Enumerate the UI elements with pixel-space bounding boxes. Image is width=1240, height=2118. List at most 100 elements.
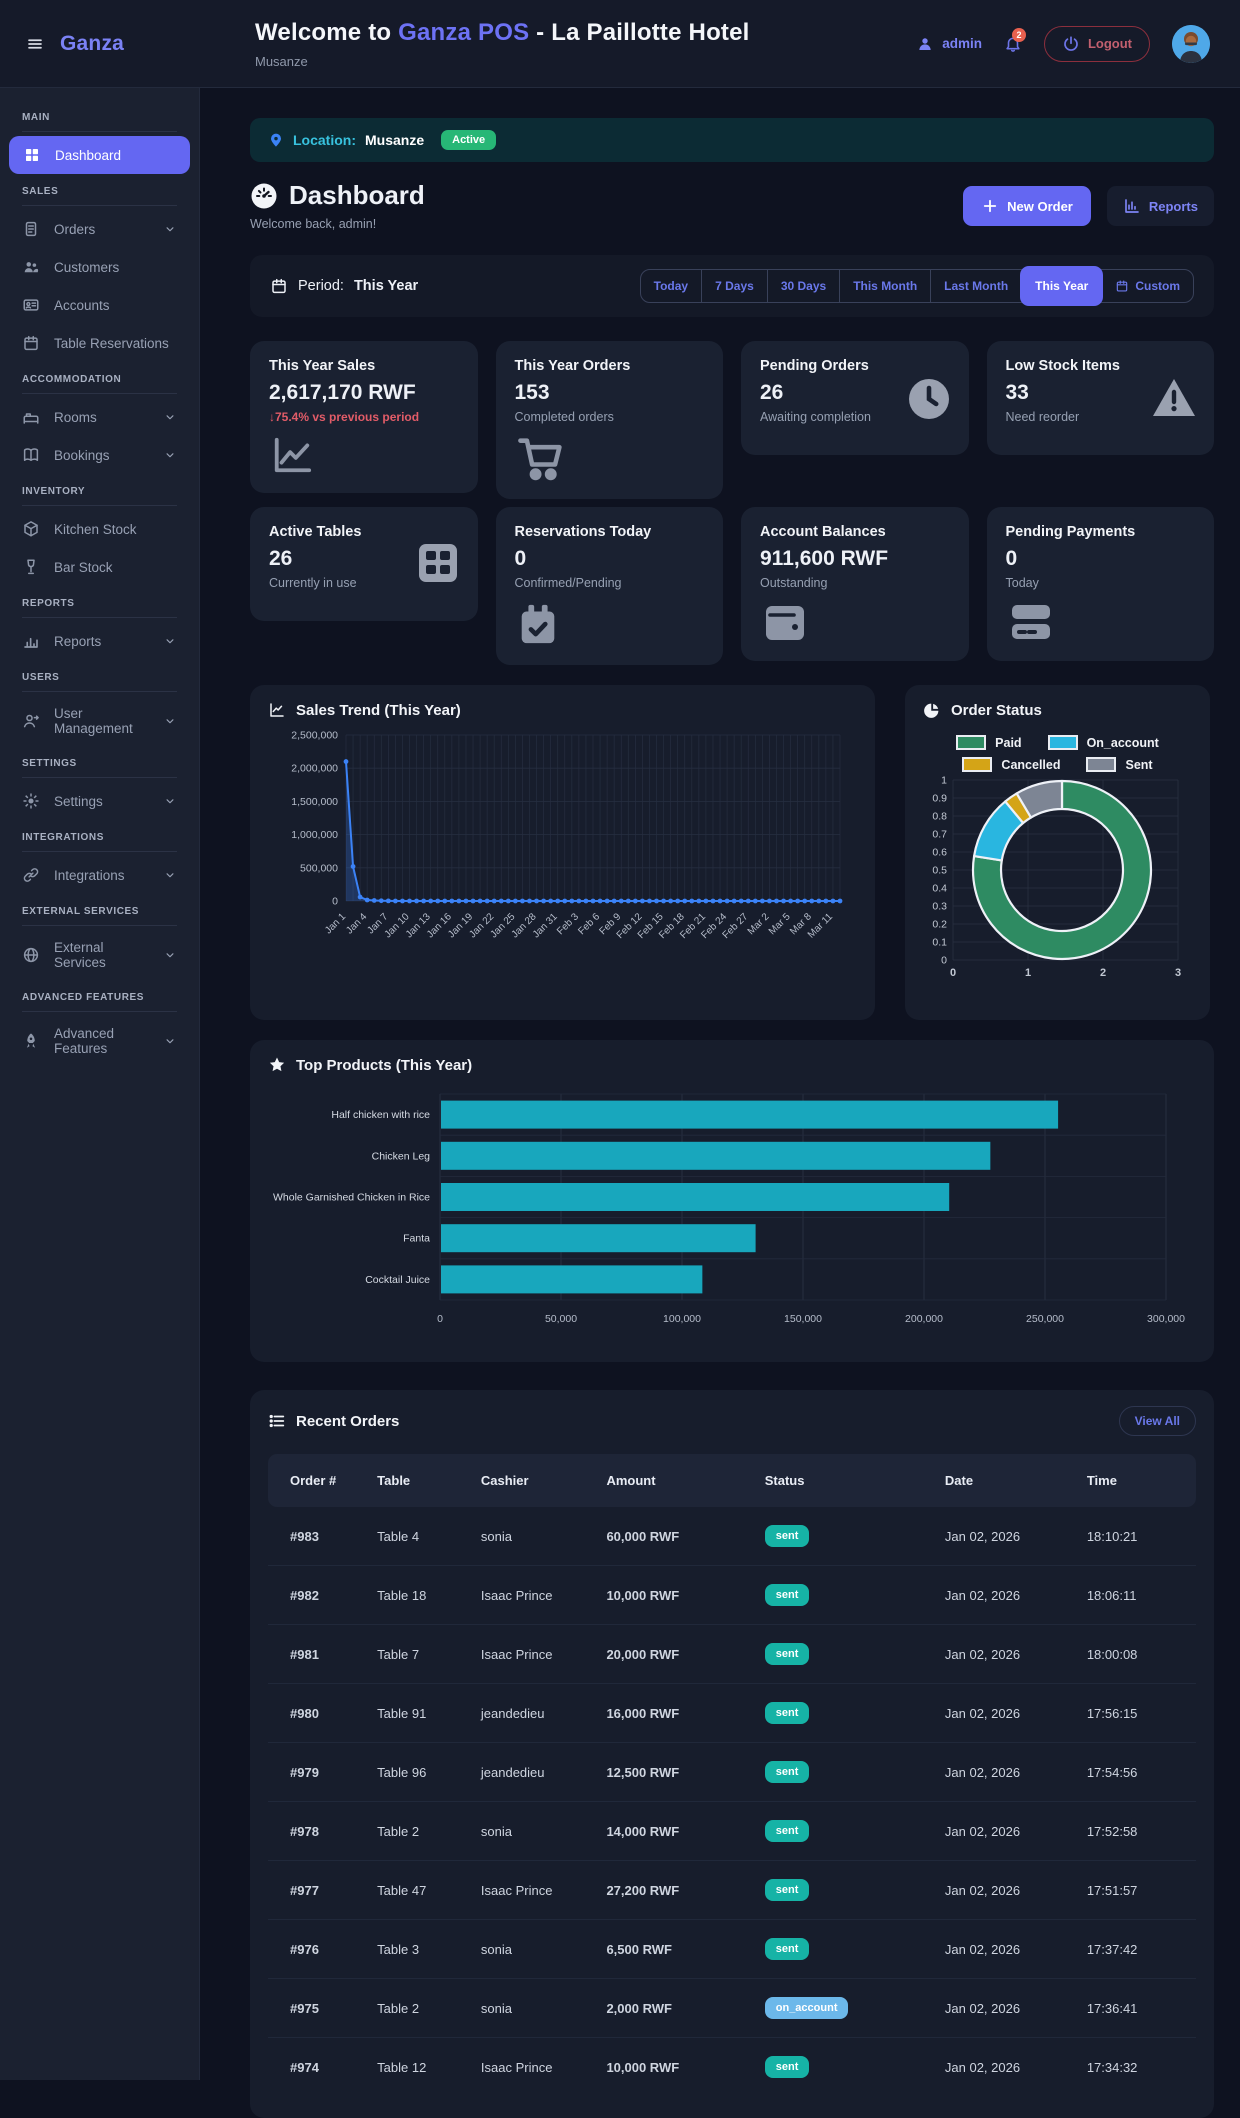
amount-cell: 10,000 RWF	[606, 2059, 680, 2075]
top-products-card: Top Products (This Year) 0 50,000 100,000 1…	[250, 1040, 1214, 1362]
status-badge-on_account: on_account	[764, 1997, 849, 2019]
sidebar-item-advanced-features[interactable]: Advanced Features	[0, 1016, 199, 1066]
table-row: #981 Table 7 Isaac Prince 20,000 RWF sent Jan…	[268, 1625, 1196, 1684]
period-option-custom[interactable]: Custom	[1102, 270, 1193, 302]
period-option-30-days[interactable]: 30 Days	[766, 270, 839, 302]
link-icon	[22, 866, 40, 884]
svg-text:200,000: 200,000	[905, 1313, 943, 1325]
amount-cell: 2,000 RWF	[606, 2000, 672, 2016]
power-icon	[1062, 35, 1080, 53]
location-banner: Location: Musanze Active	[250, 118, 1214, 162]
orders-icon	[22, 220, 40, 238]
new-order-button[interactable]: New Order	[963, 186, 1091, 226]
sidebar-item-user-management[interactable]: User Management	[0, 696, 199, 746]
location-value: Musanze	[365, 132, 425, 148]
svg-text:2,000,000: 2,000,000	[291, 763, 338, 775]
period-option-this-year[interactable]: This Year	[1020, 266, 1104, 306]
table-row: #983 Table 4 sonia 60,000 RWF sent Jan 02, 20…	[268, 1507, 1196, 1566]
table-cell: Table 12	[377, 2059, 427, 2075]
logout-button[interactable]: Logout	[1043, 25, 1150, 62]
notifications-button[interactable]: 2	[1004, 27, 1026, 53]
sidebar-item-integrations[interactable]: Integrations	[0, 856, 199, 894]
sidebar-item-bookings[interactable]: Bookings	[0, 436, 199, 474]
notification-badge: 2	[1011, 27, 1026, 42]
view-all-button[interactable]: View All	[1118, 1406, 1196, 1436]
amount-cell: 20,000 RWF	[606, 1646, 680, 1662]
svg-text:1: 1	[1025, 967, 1031, 979]
sidebar-item-label: Table Reservations	[54, 335, 169, 351]
status-cell: on_account	[764, 1979, 945, 2037]
svg-text:0: 0	[950, 967, 956, 979]
sidebar-item-rooms[interactable]: Rooms	[0, 398, 199, 436]
reports-button[interactable]: Reports	[1106, 186, 1214, 226]
time-cell: 18:06:11	[1086, 1587, 1137, 1603]
amount-cell: 14,000 RWF	[606, 1823, 680, 1839]
status-badge-sent: sent	[764, 1584, 810, 1606]
svg-text:0: 0	[941, 955, 947, 967]
chevron-down-icon	[163, 714, 177, 728]
order-number: #977	[290, 1882, 319, 1898]
period-option-today[interactable]: Today	[641, 270, 701, 302]
svg-text:500,000: 500,000	[300, 862, 338, 874]
section-label: SALES	[22, 186, 59, 197]
avatar[interactable]	[1172, 24, 1210, 63]
table-cell: Table 18	[377, 1587, 427, 1603]
section-label: SETTINGS	[22, 758, 77, 769]
status-badge-sent: sent	[764, 2056, 810, 2078]
svg-text:0.7: 0.7	[932, 829, 947, 841]
sidebar-item-reports[interactable]: Reports	[0, 622, 199, 660]
header-actions: admin 2 Logout	[916, 24, 1210, 63]
svg-text:Whole Garnished Chicken in Ric: Whole Garnished Chicken in Rice	[273, 1192, 430, 1204]
amount-cell: 12,500 RWF	[606, 1764, 680, 1780]
amount-cell: 10,000 RWF	[606, 1587, 680, 1603]
divider	[22, 393, 177, 394]
calendar-check-icon	[515, 600, 705, 648]
user-management-icon	[22, 712, 40, 730]
status-cell: sent	[764, 1566, 945, 1624]
date-cell: Jan 02, 2026	[944, 1646, 1021, 1662]
user-menu[interactable]: admin	[916, 35, 982, 53]
chevron-down-icon	[163, 448, 177, 462]
sidebar-item-label: Bar Stock	[54, 559, 113, 575]
menu-icon[interactable]	[26, 35, 44, 53]
header: Ganza Welcome to Ganza POS - La Paillott…	[0, 0, 1240, 88]
sidebar-item-customers[interactable]: Customers	[0, 248, 199, 286]
sidebar-item-label: External Services	[54, 940, 106, 970]
stat-value: 0	[1005, 547, 1018, 570]
sidebar-item-settings[interactable]: Settings	[0, 782, 199, 820]
section-label: REPORTS	[22, 598, 75, 609]
chevron-down-icon	[163, 794, 177, 808]
status-cell: sent	[764, 1507, 945, 1565]
column-header-time: Time	[1086, 1473, 1117, 1488]
sidebar-item-external-services[interactable]: External Services	[0, 930, 199, 980]
stat-subtitle: Currently in use	[269, 576, 357, 590]
dashboard-icon	[23, 146, 41, 164]
period-option-last-month[interactable]: Last Month	[930, 270, 1021, 302]
sidebar-item-bar-stock[interactable]: Bar Stock	[0, 548, 199, 586]
sidebar-item-table-reservations[interactable]: Table Reservations	[0, 324, 199, 362]
sidebar-section: EXTERNAL SERVICES External Services	[0, 906, 199, 980]
section-label: ADVANCED FEATURES	[22, 992, 145, 1003]
time-cell: 17:51:57	[1086, 1882, 1138, 1898]
period-option-this-month[interactable]: This Month	[839, 270, 930, 302]
stats-grid: This Year Sales 2,617,170 RWF ↓75.4% vs pr…	[250, 341, 1214, 665]
welcome-block: Welcome to Ganza POS - La Paillotte Hote…	[255, 19, 750, 69]
sidebar-item-orders[interactable]: Orders	[0, 210, 199, 248]
status-badge-sent: sent	[764, 1820, 810, 1842]
time-cell: 17:34:32	[1086, 2059, 1138, 2075]
sidebar-item-accounts[interactable]: Accounts	[0, 286, 199, 324]
legend-item-cancelled: Cancelled	[962, 757, 1060, 772]
sidebar-item-kitchen-stock[interactable]: Kitchen Stock	[0, 510, 199, 548]
svg-text:250,000: 250,000	[1026, 1313, 1064, 1325]
status-badge-sent: sent	[764, 1938, 810, 1960]
table-row: #979 Table 96 jeandedieu 12,500 RWF sent Jan …	[268, 1743, 1196, 1802]
rocket-icon	[22, 1032, 40, 1050]
period-option-7-days[interactable]: 7 Days	[701, 270, 767, 302]
status-badge-sent: sent	[764, 1525, 810, 1547]
location-subtitle: Musanze	[255, 53, 308, 69]
sidebar-item-dashboard[interactable]: Dashboard	[9, 136, 190, 174]
customers-icon	[22, 258, 40, 276]
orders-table-body: #983 Table 4 sonia 60,000 RWF sent Jan 02, 20…	[268, 1507, 1196, 2096]
divider	[22, 505, 177, 506]
bed-icon	[22, 408, 40, 426]
